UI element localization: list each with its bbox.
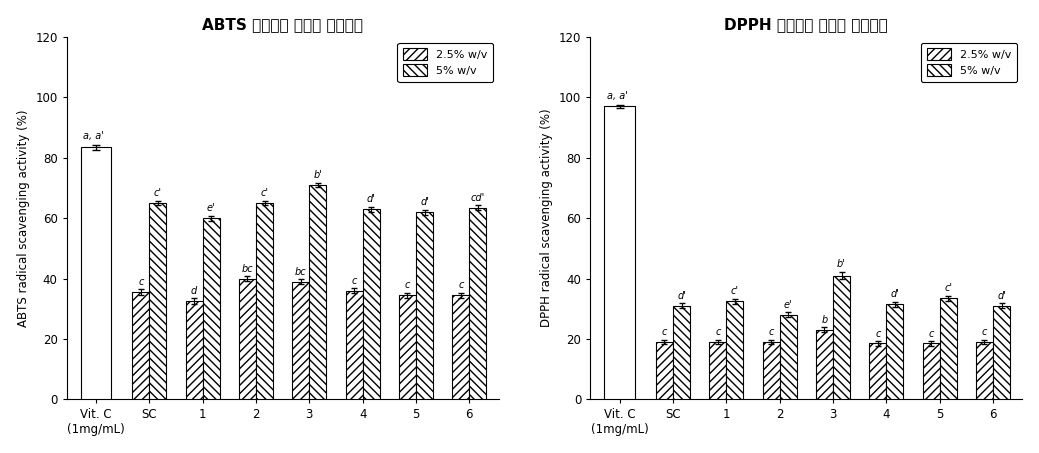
Bar	[726, 301, 743, 399]
Bar	[710, 342, 726, 399]
Bar	[292, 282, 310, 399]
Text: a, a': a, a'	[83, 131, 104, 141]
Text: c': c'	[944, 283, 952, 294]
Text: c': c'	[261, 188, 268, 198]
Legend: 2.5% w/v, 5% w/v: 2.5% w/v, 5% w/v	[921, 43, 1017, 82]
Text: cd': cd'	[471, 193, 485, 203]
Bar	[203, 218, 219, 399]
Text: c': c'	[154, 188, 162, 198]
Text: c: c	[138, 277, 143, 287]
Legend: 2.5% w/v, 5% w/v: 2.5% w/v, 5% w/v	[397, 43, 494, 82]
Bar	[310, 185, 326, 399]
Text: bc: bc	[295, 267, 307, 277]
Text: d': d'	[890, 289, 900, 299]
Text: e': e'	[783, 300, 793, 310]
Text: b': b'	[314, 170, 322, 180]
Bar	[673, 306, 690, 399]
Bar	[452, 295, 470, 399]
Bar	[416, 212, 433, 399]
Text: d': d'	[367, 194, 376, 204]
Bar	[470, 207, 486, 399]
Text: b: b	[821, 315, 828, 325]
Bar	[816, 330, 833, 399]
Text: c: c	[982, 327, 987, 337]
Text: c: c	[929, 328, 934, 339]
Bar	[256, 203, 273, 399]
Text: d: d	[191, 286, 197, 296]
Bar	[656, 342, 673, 399]
Bar	[976, 342, 993, 399]
Bar	[993, 306, 1010, 399]
Bar	[605, 106, 635, 399]
Bar	[886, 304, 903, 399]
Bar	[833, 275, 850, 399]
Text: d': d'	[677, 291, 686, 301]
Bar	[939, 298, 957, 399]
Text: c: c	[351, 276, 356, 286]
Bar	[150, 203, 166, 399]
Bar	[779, 315, 797, 399]
Bar	[132, 292, 150, 399]
Bar	[186, 301, 203, 399]
Text: c: c	[715, 327, 720, 337]
Text: d': d'	[997, 291, 1006, 301]
Bar	[763, 342, 779, 399]
Text: e': e'	[207, 203, 215, 213]
Bar	[346, 291, 363, 399]
Text: c': c'	[730, 286, 739, 296]
Title: DPPH 라디칼을 이용한 소거활성: DPPH 라디칼을 이용한 소거활성	[724, 17, 888, 32]
Bar	[399, 295, 416, 399]
Bar	[923, 343, 939, 399]
Y-axis label: ABTS radical scavenging activity (%): ABTS radical scavenging activity (%)	[17, 110, 30, 327]
Text: b': b'	[837, 260, 846, 270]
Text: c: c	[662, 327, 667, 337]
Text: a, a': a, a'	[607, 92, 628, 101]
Bar	[81, 147, 111, 399]
Text: c: c	[405, 280, 410, 290]
Bar	[870, 343, 886, 399]
Text: c: c	[458, 280, 463, 290]
Bar	[239, 279, 256, 399]
Text: bc: bc	[242, 264, 254, 274]
Title: ABTS 라디칼을 이용한 소거활성: ABTS 라디칼을 이용한 소거활성	[203, 17, 364, 32]
Y-axis label: DPPH radical scavenging activity (%): DPPH radical scavenging activity (%)	[540, 109, 554, 328]
Text: d': d'	[420, 198, 429, 207]
Bar	[363, 209, 379, 399]
Text: c: c	[875, 328, 880, 339]
Text: c: c	[769, 327, 774, 337]
